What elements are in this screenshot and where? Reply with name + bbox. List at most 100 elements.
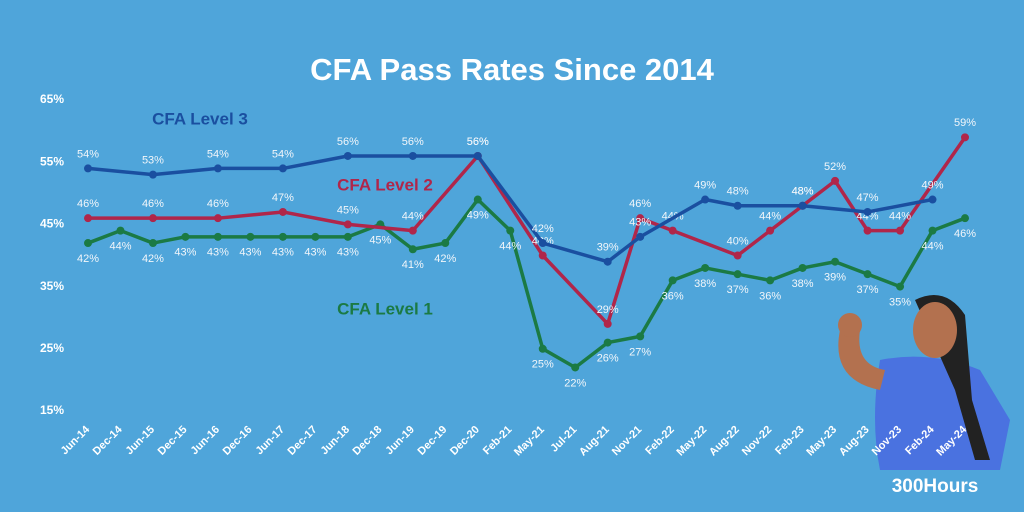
data-point (701, 263, 710, 272)
x-tick-label: May-23 (804, 424, 839, 459)
data-label: 46% (629, 198, 651, 210)
data-label: 44% (922, 241, 944, 253)
data-label: 44% (109, 241, 131, 253)
data-point (896, 226, 905, 235)
data-label: 22% (564, 377, 586, 389)
data-label: 46% (954, 228, 976, 240)
data-label: 48% (792, 186, 814, 198)
data-label: 44% (402, 211, 424, 223)
y-tick-label: 55% (40, 154, 64, 168)
data-point (538, 251, 547, 260)
data-point (831, 176, 840, 185)
data-point (733, 201, 742, 210)
data-label: 49% (922, 179, 944, 191)
data-label: 53% (142, 155, 164, 167)
data-label: 56% (467, 136, 489, 148)
data-point (863, 226, 872, 235)
data-label: 42% (77, 253, 99, 265)
data-label: 42% (532, 223, 554, 235)
data-point (928, 226, 937, 235)
data-label: 35% (889, 297, 911, 309)
series-line (87, 197, 966, 370)
data-label: 40% (727, 235, 749, 247)
data-label: 48% (727, 186, 749, 198)
data-point (603, 338, 612, 347)
data-point (831, 257, 840, 266)
data-point (343, 151, 352, 160)
data-point (213, 214, 222, 223)
data-label: 54% (77, 148, 99, 160)
y-tick-label: 15% (40, 403, 64, 417)
data-label: 44% (857, 211, 879, 223)
data-label: 39% (597, 242, 619, 254)
illustration (838, 295, 1010, 470)
data-point (636, 232, 645, 241)
data-point (733, 270, 742, 279)
data-label: 25% (532, 359, 554, 371)
x-tick-label: Jul-21 (548, 424, 579, 455)
data-label: 48% (792, 186, 814, 198)
data-point (668, 276, 677, 285)
fist (838, 313, 862, 337)
data-label: 38% (792, 278, 814, 290)
data-point (213, 164, 222, 173)
x-tick-label: Dec-16 (221, 424, 255, 458)
data-label: 43% (304, 247, 326, 259)
data-point (246, 232, 255, 241)
data-point (278, 164, 287, 173)
data-label: 38% (694, 278, 716, 290)
data-point (668, 226, 677, 235)
data-point (84, 214, 92, 223)
data-label: 43% (629, 217, 651, 229)
data-point (766, 226, 775, 235)
data-label: 39% (824, 272, 846, 284)
data-point (603, 319, 612, 328)
x-tick-label: May-21 (512, 424, 547, 459)
data-point (896, 282, 905, 291)
data-label: 45% (369, 234, 391, 246)
data-point (636, 214, 645, 223)
arm (838, 330, 885, 390)
data-point (636, 332, 645, 341)
data-label: 54% (272, 148, 294, 160)
x-tick-label: Jun-14 (59, 423, 93, 457)
data-point (181, 232, 190, 241)
data-label: 46% (207, 198, 229, 210)
data-label: 54% (207, 148, 229, 160)
series-line (88, 136, 967, 326)
data-label: 43% (272, 247, 294, 259)
data-label: 42% (142, 253, 164, 265)
series-label: CFA Level 2 (337, 175, 433, 194)
x-tick-label: Feb-23 (773, 424, 807, 458)
data-point (863, 207, 872, 216)
data-point (278, 232, 287, 241)
data-label: 56% (467, 136, 489, 148)
data-label: 44% (889, 211, 911, 223)
x-tick-label: Dec-19 (415, 424, 449, 458)
data-point (343, 232, 352, 241)
x-tick-label: May-22 (674, 424, 709, 459)
data-point (961, 214, 969, 223)
x-tick-label: Dec-17 (286, 424, 320, 458)
data-label: 27% (629, 346, 651, 358)
data-point (441, 239, 450, 248)
x-tick-label: Dec-20 (448, 424, 482, 458)
data-point (798, 201, 807, 210)
data-point (473, 195, 482, 204)
data-label: 56% (337, 136, 359, 148)
data-point (408, 226, 417, 235)
x-tick-label: Jun-18 (318, 424, 352, 458)
data-point (701, 195, 710, 204)
series-label: CFA Level 1 (337, 299, 433, 318)
data-point (148, 214, 157, 223)
data-label: 46% (142, 198, 164, 210)
x-tick-label: Jun-19 (383, 424, 417, 458)
data-label: 56% (402, 136, 424, 148)
data-label: 36% (662, 290, 684, 302)
chart-title: CFA Pass Rates Since 2014 (310, 52, 715, 87)
data-point (408, 245, 417, 254)
data-label: 52% (824, 161, 846, 173)
data-point (798, 263, 807, 272)
x-tick-label: Feb-21 (481, 424, 515, 458)
